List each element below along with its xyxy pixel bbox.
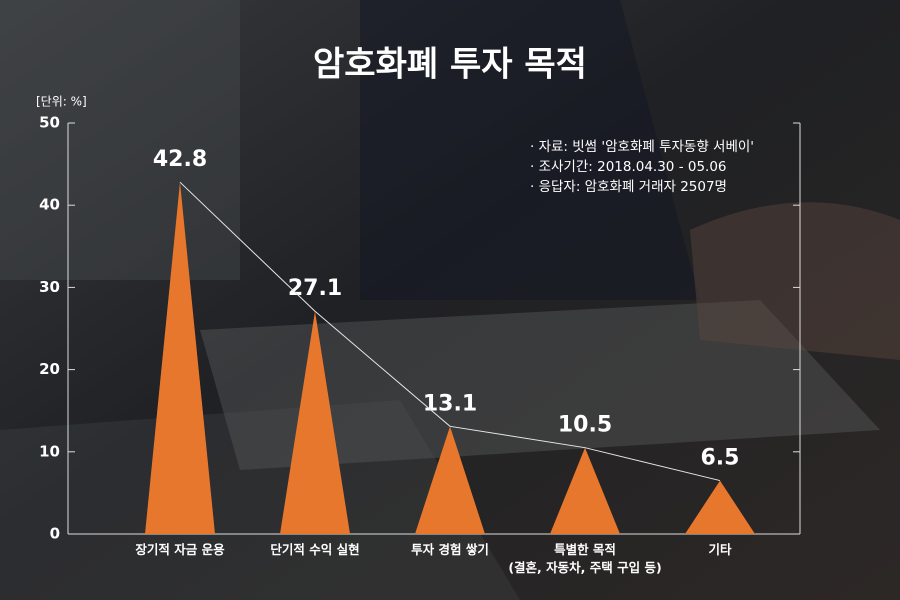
triangle-bar [685,480,755,534]
triangle-bar [145,182,215,534]
y-tick-label: 30 [39,278,60,296]
value-label: 42.8 [153,147,207,172]
triangle-bar [550,447,620,534]
paper-shape [0,400,520,600]
trend-line [179,181,721,482]
y-tick-label: 0 [50,525,60,543]
hand-shape [690,202,900,360]
triangle-bar [415,426,485,534]
triangle-bar [280,311,350,534]
y-tick-label: 40 [39,196,60,214]
window-light [0,0,240,280]
unit-label: [단위: %] [36,95,87,109]
x-tick-label: 투자 경험 쌓기 [411,542,489,557]
value-label: 6.5 [701,446,740,471]
note: · 응답자: 암호화폐 거래자 2507명 [530,179,727,195]
y-tick-label: 10 [39,442,60,460]
value-label: 13.1 [423,391,477,416]
x-tick-label: 장기적 자금 운용 [135,542,225,557]
paper-shape [200,300,880,470]
value-label: 10.5 [558,413,612,438]
chart-title: 암호화폐 투자 목적 [313,45,587,85]
suit-shape [360,0,700,300]
x-tick-label: 단기적 수익 실현 [270,542,360,557]
x-tick-label: 기타 [708,542,732,557]
y-tick-label: 50 [39,114,60,132]
y-tick-label: 20 [39,360,60,378]
note: · 자료: 빗썸 '암호화폐 투자동향 서베이' [530,139,754,155]
value-label: 27.1 [288,276,342,301]
note: · 조사기간: 2018.04.30 - 05.06 [530,159,727,175]
x-tick-label: 특별한 목적 (결혼, 자동차, 주택 구입 등) [508,542,662,575]
